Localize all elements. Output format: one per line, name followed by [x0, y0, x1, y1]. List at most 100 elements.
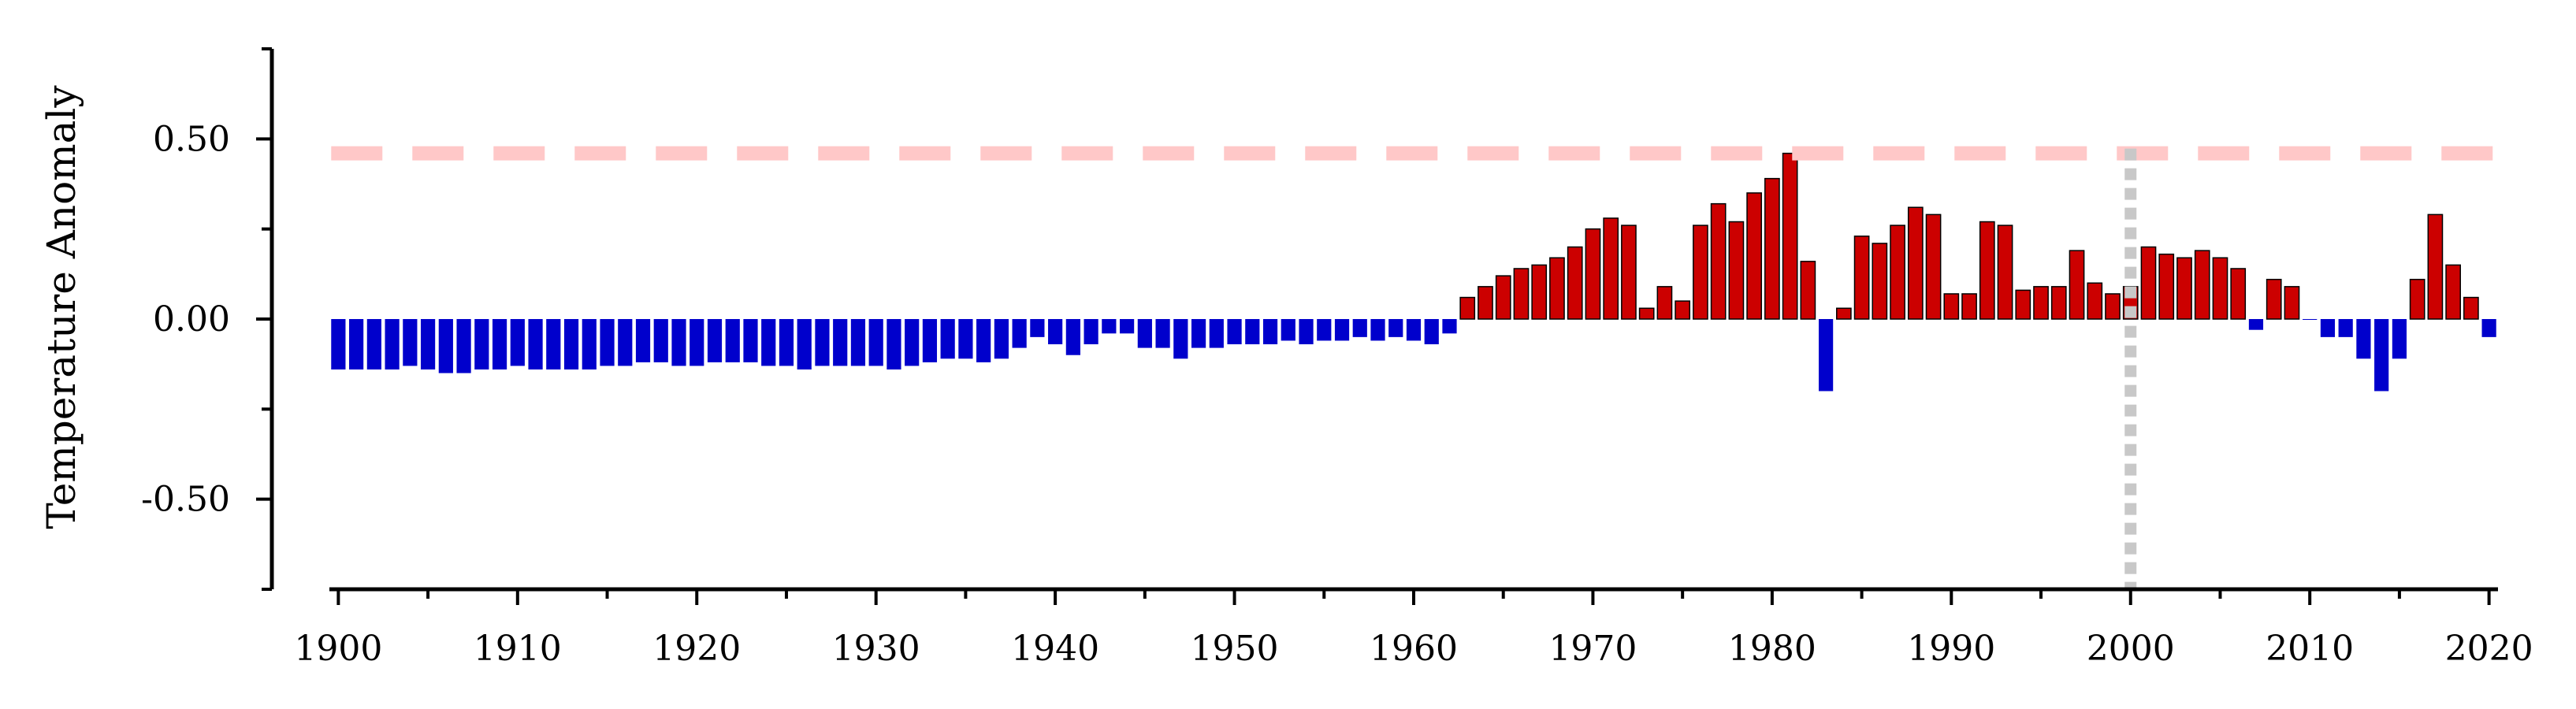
- x-tick-label: 1970: [1548, 629, 1637, 669]
- bar-1905: [420, 319, 436, 370]
- bar-1927: [815, 319, 830, 366]
- bar-1985: [1853, 236, 1870, 320]
- bar-1915: [600, 319, 615, 366]
- bar-2015: [2392, 319, 2407, 359]
- bar-2019: [2463, 296, 2479, 320]
- bar-1948: [1191, 319, 1206, 348]
- bar-1947: [1173, 319, 1188, 359]
- bar-1960: [1406, 319, 1422, 341]
- x-tick-label: 2010: [2266, 629, 2354, 669]
- bar-1990: [1943, 293, 1960, 320]
- bar-1971: [1603, 217, 1619, 320]
- bar-2009: [2284, 286, 2300, 320]
- bar-1964: [1478, 286, 1493, 320]
- bar-1973: [1638, 307, 1655, 320]
- bar-1903: [385, 319, 400, 370]
- bar-2006: [2230, 268, 2247, 320]
- bar-1935: [958, 319, 973, 359]
- bar-1946: [1155, 319, 1170, 348]
- bar-1951: [1245, 319, 1260, 345]
- bar-1937: [994, 319, 1009, 359]
- bar-1981: [1782, 152, 1798, 320]
- bar-1993: [1997, 225, 2013, 320]
- bar-1924: [761, 319, 776, 366]
- plot-area: [331, 146, 2496, 589]
- bar-1987: [1890, 225, 1905, 320]
- bar-1904: [403, 319, 418, 366]
- bar-1996: [2050, 286, 2067, 320]
- x-tick-label: 1930: [832, 629, 920, 669]
- bar-1953: [1281, 319, 1295, 341]
- bar-1982: [1800, 261, 1816, 320]
- bar-2010: [2303, 319, 2318, 320]
- bar-1921: [707, 319, 723, 362]
- bar-1997: [2069, 250, 2085, 320]
- x-tick-label: 1990: [1907, 629, 1995, 669]
- x-tick-label: 1980: [1728, 629, 1816, 669]
- bar-1929: [850, 319, 866, 366]
- bar-1932: [905, 319, 920, 366]
- bar-1969: [1567, 246, 1583, 320]
- bar-2018: [2445, 264, 2461, 320]
- bar-1954: [1299, 319, 1314, 345]
- bar-1922: [725, 319, 740, 362]
- bar-1913: [563, 319, 579, 370]
- bar-2003: [2176, 257, 2192, 320]
- bar-2011: [2320, 319, 2336, 337]
- bar-1957: [1352, 319, 1367, 337]
- bar-1955: [1317, 319, 1332, 341]
- bar-2014: [2374, 319, 2389, 392]
- x-tick-label: 2000: [2087, 629, 2175, 669]
- bar-1994: [2015, 289, 2031, 320]
- bar-1949: [1209, 319, 1224, 348]
- bar-1941: [1065, 319, 1080, 355]
- bar-1976: [1693, 225, 1708, 320]
- bar-2004: [2194, 250, 2210, 320]
- bar-1965: [1495, 275, 1511, 320]
- bar-1989: [1925, 213, 1942, 320]
- bar-1999: [2105, 293, 2121, 320]
- bar-1980: [1764, 177, 1780, 320]
- bar-1978: [1728, 221, 1745, 320]
- x-tick-label: 1910: [474, 629, 562, 669]
- bar-1958: [1370, 319, 1385, 341]
- bar-1979: [1746, 192, 1762, 320]
- bar-1961: [1424, 319, 1439, 345]
- bar-1970: [1585, 228, 1601, 320]
- bar-1967: [1531, 264, 1548, 320]
- bar-1908: [474, 319, 489, 370]
- bar-2017: [2427, 213, 2444, 320]
- y-axis-title: Temperature Anomaly: [39, 85, 84, 529]
- x-tick-label: 1900: [294, 629, 382, 669]
- bar-1988: [1907, 206, 1924, 320]
- bar-1931: [887, 319, 901, 370]
- y-tick-label: -0.50: [141, 480, 230, 520]
- bar-1945: [1137, 319, 1152, 348]
- x-tick-label: 1950: [1191, 629, 1279, 669]
- bar-2008: [2266, 278, 2282, 320]
- bar-1974: [1656, 286, 1673, 320]
- bar-1916: [618, 319, 633, 366]
- y-tick-label: 0.00: [153, 299, 230, 340]
- bar-1933: [922, 319, 938, 362]
- bar-1995: [2033, 286, 2049, 320]
- bar-1917: [635, 319, 651, 362]
- bar-1944: [1120, 319, 1135, 334]
- y-tick-label: 0.50: [153, 119, 230, 159]
- bar-1936: [976, 319, 991, 362]
- bar-1950: [1227, 319, 1242, 345]
- bar-1984: [1836, 307, 1852, 320]
- bar-1925: [779, 319, 794, 366]
- bar-2001: [2140, 246, 2157, 320]
- bar-2007: [2248, 319, 2264, 330]
- bar-1956: [1334, 319, 1350, 341]
- bar-1919: [671, 319, 686, 366]
- bar-1986: [1872, 243, 1888, 320]
- bar-1900: [331, 319, 346, 370]
- x-tick-label: 1940: [1011, 629, 1099, 669]
- bar-1939: [1030, 319, 1045, 337]
- bar-1914: [582, 319, 597, 370]
- x-tick-label: 1920: [652, 629, 741, 669]
- bar-2005: [2212, 257, 2228, 320]
